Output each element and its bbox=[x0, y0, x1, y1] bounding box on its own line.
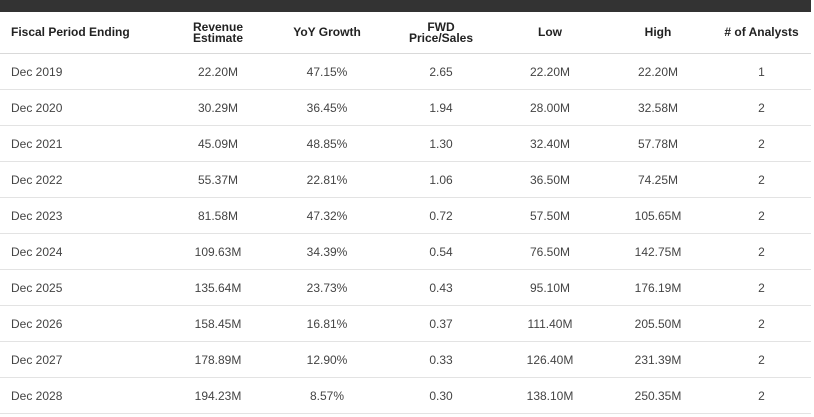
cell-high: 142.75M bbox=[604, 233, 712, 270]
header-num-analysts[interactable]: # of Analysts bbox=[712, 12, 811, 54]
cell-num-analysts: 1 bbox=[712, 53, 811, 90]
cell-low: 138.10M bbox=[496, 377, 604, 414]
cell-fwd-price-sales: 1.06 bbox=[386, 161, 496, 198]
cell-revenue-estimate: 22.20M bbox=[168, 53, 268, 90]
cell-num-analysts: 2 bbox=[712, 233, 811, 270]
cell-fwd-price-sales: 0.54 bbox=[386, 233, 496, 270]
header-fwd-line1: FWD bbox=[427, 19, 455, 34]
cell-yoy-growth: 23.73% bbox=[268, 269, 386, 306]
header-fwd-price-sales[interactable]: FWD Price/Sales bbox=[386, 12, 496, 54]
header-revenue-line2: Estimate bbox=[192, 30, 244, 45]
cell-yoy-growth: 34.39% bbox=[268, 233, 386, 270]
cell-num-analysts: 2 bbox=[712, 89, 811, 126]
header-high[interactable]: High bbox=[604, 12, 712, 54]
cell-high: 250.35M bbox=[604, 377, 712, 414]
cell-low: 28.00M bbox=[496, 89, 604, 126]
header-revenue-line1: Revenue bbox=[192, 19, 244, 34]
cell-revenue-estimate: 81.58M bbox=[168, 197, 268, 234]
cell-high: 105.65M bbox=[604, 197, 712, 234]
table-top-bar bbox=[0, 0, 811, 12]
cell-high: 22.20M bbox=[604, 53, 712, 90]
cell-revenue-estimate: 55.37M bbox=[168, 161, 268, 198]
cell-fiscal-period: Dec 2025 bbox=[0, 269, 168, 306]
table-row: Dec 2021 45.09M 48.85% 1.30 32.40M 57.78M 2 bbox=[0, 125, 811, 162]
cell-yoy-growth: 48.85% bbox=[268, 125, 386, 162]
cell-yoy-growth: 16.81% bbox=[268, 305, 386, 342]
table-row: Dec 2028 194.23M 8.57% 0.30 138.10M 250.35M 2 bbox=[0, 377, 811, 414]
cell-fiscal-period: Dec 2020 bbox=[0, 89, 168, 126]
cell-fiscal-period: Dec 2026 bbox=[0, 305, 168, 342]
table-row: Dec 2022 55.37M 22.81% 1.06 36.50M 74.25M 2 bbox=[0, 161, 811, 198]
cell-fwd-price-sales: 0.72 bbox=[386, 197, 496, 234]
cell-revenue-estimate: 45.09M bbox=[168, 125, 268, 162]
cell-fiscal-period: Dec 2027 bbox=[0, 341, 168, 378]
cell-yoy-growth: 8.57% bbox=[268, 377, 386, 414]
cell-fwd-price-sales: 1.30 bbox=[386, 125, 496, 162]
cell-low: 32.40M bbox=[496, 125, 604, 162]
header-yoy-growth[interactable]: YoY Growth bbox=[268, 12, 386, 54]
cell-revenue-estimate: 135.64M bbox=[168, 269, 268, 306]
cell-high: 57.78M bbox=[604, 125, 712, 162]
cell-fwd-price-sales: 0.30 bbox=[386, 377, 496, 414]
cell-high: 205.50M bbox=[604, 305, 712, 342]
cell-high: 74.25M bbox=[604, 161, 712, 198]
table-row: Dec 2026 158.45M 16.81% 0.37 111.40M 205.50M 2 bbox=[0, 305, 811, 342]
cell-revenue-estimate: 30.29M bbox=[168, 89, 268, 126]
table-row: Dec 2020 30.29M 36.45% 1.94 28.00M 32.58M 2 bbox=[0, 89, 811, 126]
cell-num-analysts: 2 bbox=[712, 269, 811, 306]
cell-num-analysts: 2 bbox=[712, 125, 811, 162]
cell-revenue-estimate: 158.45M bbox=[168, 305, 268, 342]
header-fwd-line2: Price/Sales bbox=[408, 30, 474, 45]
cell-revenue-estimate: 178.89M bbox=[168, 341, 268, 378]
revenue-estimates-table: Fiscal Period Ending Revenue Estimate YoY… bbox=[0, 12, 811, 414]
cell-low: 111.40M bbox=[496, 305, 604, 342]
header-low[interactable]: Low bbox=[496, 12, 604, 54]
cell-yoy-growth: 47.32% bbox=[268, 197, 386, 234]
table-row: Dec 2025 135.64M 23.73% 0.43 95.10M 176.19M 2 bbox=[0, 269, 811, 306]
header-fiscal-period[interactable]: Fiscal Period Ending bbox=[0, 12, 168, 54]
cell-low: 22.20M bbox=[496, 53, 604, 90]
cell-fwd-price-sales: 2.65 bbox=[386, 53, 496, 90]
cell-high: 32.58M bbox=[604, 89, 712, 126]
cell-fiscal-period: Dec 2021 bbox=[0, 125, 168, 162]
cell-fiscal-period: Dec 2028 bbox=[0, 377, 168, 414]
cell-high: 231.39M bbox=[604, 341, 712, 378]
cell-low: 95.10M bbox=[496, 269, 604, 306]
cell-num-analysts: 2 bbox=[712, 341, 811, 378]
cell-yoy-growth: 36.45% bbox=[268, 89, 386, 126]
cell-num-analysts: 2 bbox=[712, 377, 811, 414]
table-row: Dec 2024 109.63M 34.39% 0.54 76.50M 142.75M 2 bbox=[0, 233, 811, 270]
cell-fwd-price-sales: 0.33 bbox=[386, 341, 496, 378]
table-row: Dec 2023 81.58M 47.32% 0.72 57.50M 105.65M 2 bbox=[0, 197, 811, 234]
cell-fiscal-period: Dec 2024 bbox=[0, 233, 168, 270]
cell-yoy-growth: 22.81% bbox=[268, 161, 386, 198]
cell-revenue-estimate: 109.63M bbox=[168, 233, 268, 270]
table-header: Fiscal Period Ending Revenue Estimate YoY… bbox=[0, 12, 811, 54]
header-revenue-estimate[interactable]: Revenue Estimate bbox=[168, 12, 268, 54]
cell-yoy-growth: 47.15% bbox=[268, 53, 386, 90]
cell-fwd-price-sales: 0.37 bbox=[386, 305, 496, 342]
cell-num-analysts: 2 bbox=[712, 305, 811, 342]
cell-num-analysts: 2 bbox=[712, 161, 811, 198]
cell-fiscal-period: Dec 2022 bbox=[0, 161, 168, 198]
table-row: Dec 2019 22.20M 47.15% 2.65 22.20M 22.20M 1 bbox=[0, 53, 811, 90]
cell-revenue-estimate: 194.23M bbox=[168, 377, 268, 414]
table-body: Dec 2019 22.20M 47.15% 2.65 22.20M 22.20M 1 Dec… bbox=[0, 53, 811, 414]
cell-yoy-growth: 12.90% bbox=[268, 341, 386, 378]
cell-fiscal-period: Dec 2023 bbox=[0, 197, 168, 234]
cell-fwd-price-sales: 0.43 bbox=[386, 269, 496, 306]
cell-low: 126.40M bbox=[496, 341, 604, 378]
table-row: Dec 2027 178.89M 12.90% 0.33 126.40M 231.39M 2 bbox=[0, 341, 811, 378]
cell-low: 76.50M bbox=[496, 233, 604, 270]
cell-num-analysts: 2 bbox=[712, 197, 811, 234]
cell-high: 176.19M bbox=[604, 269, 712, 306]
header-row: Fiscal Period Ending Revenue Estimate YoY… bbox=[0, 12, 811, 54]
cell-low: 57.50M bbox=[496, 197, 604, 234]
cell-fwd-price-sales: 1.94 bbox=[386, 89, 496, 126]
cell-low: 36.50M bbox=[496, 161, 604, 198]
cell-fiscal-period: Dec 2019 bbox=[0, 53, 168, 90]
